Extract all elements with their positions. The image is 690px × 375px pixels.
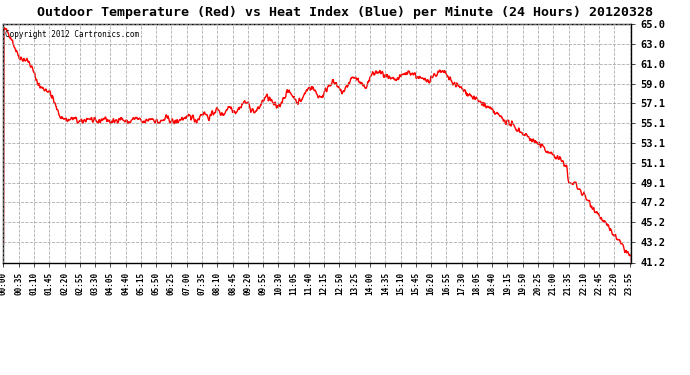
Text: Copyright 2012 Cartronics.com: Copyright 2012 Cartronics.com	[5, 30, 139, 39]
Text: Outdoor Temperature (Red) vs Heat Index (Blue) per Minute (24 Hours) 20120328: Outdoor Temperature (Red) vs Heat Index …	[37, 6, 653, 19]
